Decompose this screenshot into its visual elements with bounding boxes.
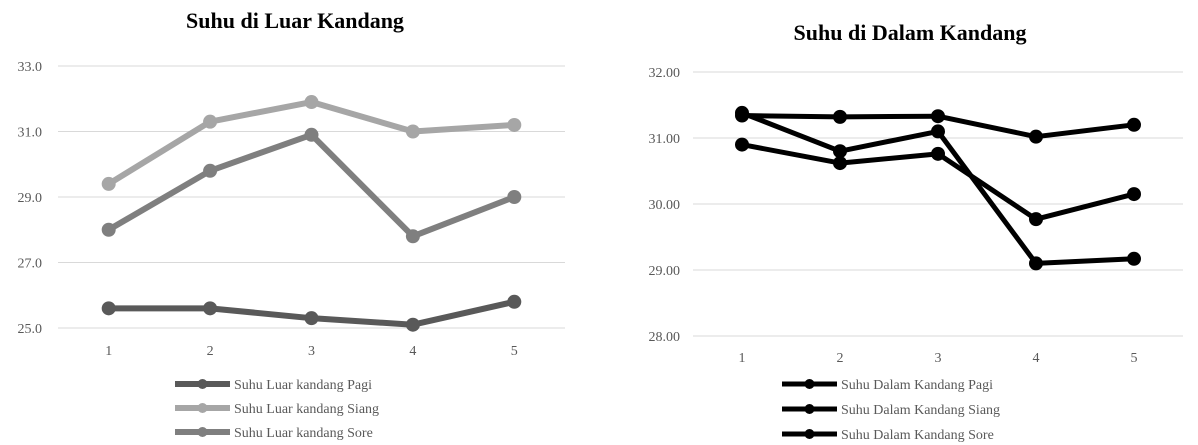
legend-label: Suhu Luar kandang Siang: [234, 402, 379, 417]
y-tick-label: 27.0: [18, 257, 43, 272]
y-tick-label: 33.0: [18, 60, 43, 75]
legend-marker: [197, 403, 208, 413]
legend-item: Suhu Luar kandang Sore: [175, 426, 373, 441]
legend-item: Suhu Dalam Kandang Siang: [782, 403, 1000, 418]
chart-suhu-luar-kandang: Suhu di Luar Kandang 25.0 27.0 29.0 31.0 33.0…: [0, 0, 590, 445]
data-point: [1127, 117, 1141, 132]
series-dalam-3: [735, 108, 1141, 144]
x-tick-label: 2: [837, 351, 844, 366]
series-line: [105, 99, 518, 187]
data-point: [203, 114, 218, 129]
chart-title: Suhu di Luar Kandang: [186, 8, 404, 33]
legend-marker: [804, 429, 815, 439]
data-point: [405, 229, 420, 244]
chart-suhu-dalam-kandang: Suhu di Dalam Kandang 28.00 29.00 30.00 31.0…: [600, 0, 1198, 445]
legend-item: Suhu Luar kandang Pagi: [175, 378, 372, 393]
y-tick-label: 25.0: [18, 322, 43, 337]
data-point: [507, 117, 522, 132]
y-tick-label: 28.00: [649, 330, 681, 345]
x-tick-label: 3: [935, 351, 942, 366]
data-point: [735, 137, 749, 152]
series-luar-2: [101, 95, 522, 191]
x-tick-label: 1: [739, 351, 746, 366]
legend-item: Suhu Luar kandang Siang: [175, 402, 379, 417]
data-point: [833, 109, 847, 124]
x-tick-label: 4: [409, 344, 416, 359]
legend-item: Suhu Dalam Kandang Pagi: [782, 378, 993, 393]
x-tick-label: 4: [1033, 351, 1040, 366]
data-point: [1127, 251, 1141, 266]
y-tick-label: 29.0: [18, 191, 43, 206]
x-tick-label: 2: [207, 344, 214, 359]
legend-label: Suhu Dalam Kandang Siang: [841, 403, 1000, 418]
legend-marker: [804, 404, 815, 414]
data-point: [833, 156, 847, 171]
legend-item: Suhu Dalam Kandang Sore: [782, 428, 994, 443]
data-point: [507, 294, 522, 309]
series-luar-1: [101, 294, 522, 332]
y-tick-label: 29.00: [649, 264, 681, 279]
data-point: [507, 190, 522, 204]
data-point: [1029, 212, 1043, 227]
legend-marker: [197, 427, 208, 437]
data-point: [304, 95, 319, 110]
legend-label: Suhu Luar kandang Pagi: [234, 378, 372, 393]
data-point: [931, 124, 945, 139]
legend-label: Suhu Dalam Kandang Pagi: [841, 378, 993, 393]
data-point: [1029, 256, 1043, 271]
data-point: [203, 301, 218, 316]
legend-label: Suhu Luar kandang Sore: [234, 426, 373, 441]
data-point: [203, 163, 218, 178]
data-point: [931, 109, 945, 124]
legend-marker: [197, 379, 208, 389]
chart-dalam-svg: Suhu di Dalam Kandang 28.00 29.00 30.00 31.0…: [649, 20, 1183, 443]
chart-title: Suhu di Dalam Kandang: [794, 20, 1027, 45]
data-point: [833, 144, 847, 159]
x-tick-label: 5: [1131, 351, 1138, 366]
y-tick-label: 31.00: [649, 132, 681, 147]
data-point: [405, 317, 420, 332]
legend-label: Suhu Dalam Kandang Sore: [841, 428, 994, 443]
data-point: [101, 301, 116, 316]
chart-luar-svg: Suhu di Luar Kandang 25.0 27.0 29.0 31.0 33.0…: [18, 8, 565, 441]
data-point: [1029, 129, 1043, 144]
y-tick-label: 32.00: [649, 66, 681, 81]
x-tick-label: 1: [105, 344, 112, 359]
data-point: [304, 311, 319, 326]
data-point: [405, 124, 420, 139]
data-point: [1127, 187, 1141, 202]
data-point: [931, 146, 945, 161]
y-tick-label: 30.00: [649, 198, 681, 213]
data-point: [735, 108, 749, 123]
x-tick-label: 3: [308, 344, 315, 359]
data-point: [304, 127, 319, 142]
data-point: [101, 176, 116, 191]
data-point: [101, 222, 116, 237]
series-luar-3: [101, 127, 522, 244]
series-dalam-2: [735, 137, 1141, 227]
y-tick-label: 31.0: [18, 126, 43, 141]
legend-marker: [804, 379, 815, 389]
x-tick-label: 5: [511, 344, 518, 359]
